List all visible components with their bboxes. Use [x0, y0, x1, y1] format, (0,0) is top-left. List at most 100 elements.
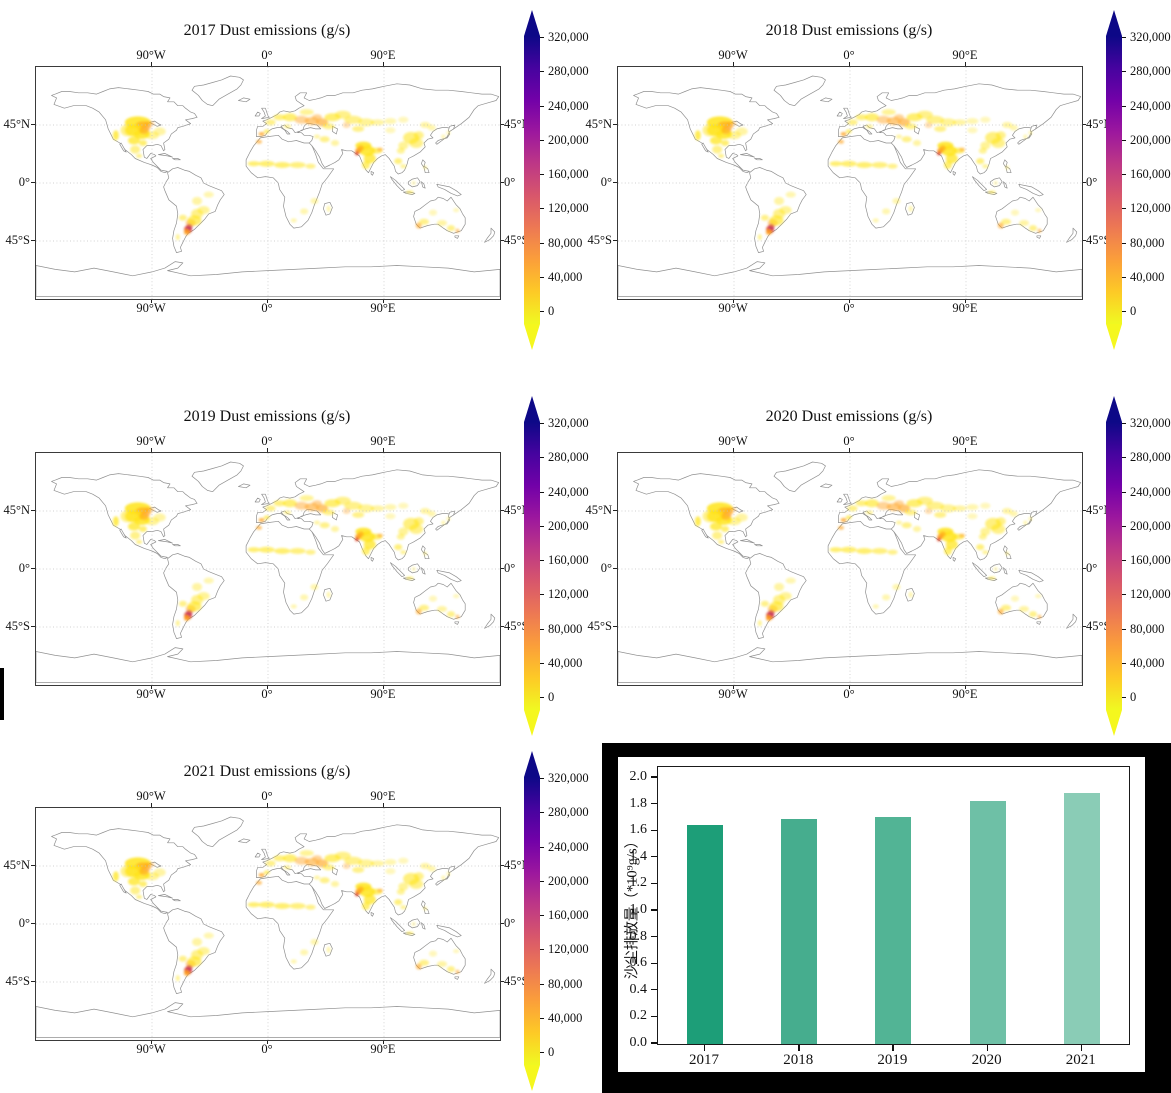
- x-tick: [986, 1045, 988, 1051]
- dust-blob: [913, 526, 921, 532]
- lat-tick-label-left: 45°N: [585, 503, 612, 517]
- lon-tick-label-bottom: 0°: [843, 687, 855, 701]
- dust-blob: [944, 161, 952, 169]
- x-tick-label: 2021: [1065, 1052, 1096, 1068]
- colorbar-tick: [1122, 311, 1126, 312]
- x-tick: [798, 1045, 800, 1051]
- dust-blob: [838, 139, 844, 144]
- coastline: [238, 483, 251, 489]
- dust-blob: [354, 151, 359, 156]
- colorbar: 0 40,000 80,000 120,000 160,000 200,000 240,00…: [1106, 10, 1171, 350]
- dust-blob: [945, 539, 958, 550]
- dust-blob: [916, 110, 933, 119]
- lon-tick-label-bottom: 90°W: [136, 1042, 166, 1056]
- x-tick-label: 2018: [783, 1052, 814, 1068]
- dust-blob: [310, 939, 319, 945]
- coastline: [454, 235, 460, 239]
- dust-blob: [128, 136, 140, 145]
- dust-blob: [881, 109, 896, 116]
- coastline: [390, 176, 405, 192]
- dust-blob: [760, 600, 769, 607]
- dust-blob: [710, 136, 722, 145]
- coastline: [172, 158, 181, 161]
- colorbar-tick: [1122, 71, 1126, 73]
- axis-tick: [849, 62, 850, 66]
- axis-tick: [1082, 510, 1086, 511]
- dust-blob: [144, 861, 155, 868]
- dust-blob: [344, 856, 363, 865]
- dust-blob: [982, 550, 989, 555]
- coastline: [1003, 159, 1012, 174]
- lon-tick-label-top: 90°W: [136, 789, 166, 803]
- dust-blob: [354, 537, 359, 542]
- dust-emission-layer: [112, 495, 460, 627]
- dust-blob: [441, 520, 446, 525]
- dust-blob: [976, 544, 985, 551]
- axis-tick: [613, 124, 617, 125]
- y-tick-label: 0.6: [629, 955, 648, 971]
- colorbar-tick-label: 240,000: [1130, 484, 1171, 499]
- dust-blob: [894, 114, 904, 121]
- bar-chart-background: 0.0 0.2 0.4 0.6 0.8 1.0 1.2 1.4 1.6 1.8 2.0 2017 201…: [618, 757, 1145, 1072]
- dust-blob: [314, 134, 320, 139]
- coastline: [995, 582, 1048, 620]
- dust-blob: [342, 863, 351, 869]
- dust-blob: [735, 513, 748, 522]
- axis-tick: [383, 685, 384, 689]
- dust-blob: [405, 190, 414, 194]
- colorbar-tick-label: 320,000: [1130, 416, 1171, 430]
- lat-tick-label-right: 45°S: [504, 974, 529, 988]
- colorbar-tick: [540, 242, 544, 244]
- dust-blob: [290, 604, 297, 609]
- map-title: 2020 Dust emissions (g/s): [765, 408, 933, 425]
- y-tick: [651, 909, 657, 911]
- dust-blob: [1023, 520, 1028, 525]
- y-tick: [651, 829, 657, 831]
- world-map: [36, 808, 500, 1040]
- dust-blob: [952, 119, 967, 126]
- colorbar-tick-label: 160,000: [548, 167, 589, 181]
- dust-blob: [904, 509, 917, 516]
- axis-tick: [151, 685, 152, 689]
- map-frame: [35, 807, 501, 1041]
- dust-blob: [966, 504, 979, 511]
- axis-tick: [613, 240, 617, 241]
- coastline: [332, 866, 338, 876]
- dust-blob: [384, 859, 397, 866]
- dust-blob: [247, 547, 260, 553]
- colorbar-gradient: [524, 777, 540, 1065]
- dust-blob: [112, 130, 119, 141]
- dust-blob: [362, 547, 370, 555]
- x-tick: [1080, 1045, 1083, 1051]
- colorbar-tick: [540, 560, 544, 561]
- dust-blob: [357, 886, 364, 893]
- coastline: [172, 899, 181, 902]
- dust-blob: [855, 114, 868, 121]
- dust-blob: [429, 950, 437, 957]
- axis-tick: [383, 1040, 384, 1044]
- dust-blob: [120, 510, 135, 523]
- dust-blob: [197, 592, 210, 601]
- world-map: [36, 67, 500, 299]
- colorbar-tick: [540, 846, 544, 848]
- lat-tick-label-left: 45°S: [587, 619, 612, 633]
- colorbar-tick-label: 80,000: [548, 976, 583, 991]
- axis-tick: [1082, 182, 1086, 183]
- axis-tick: [733, 299, 734, 303]
- coastline: [261, 493, 270, 505]
- dust-blob: [130, 886, 141, 895]
- coastline: [413, 937, 466, 975]
- coastline: [36, 647, 500, 683]
- dust-blob: [136, 894, 143, 899]
- dust-blob: [997, 222, 1004, 229]
- dust-blob: [354, 892, 359, 897]
- y-tick-label: 2.0: [629, 769, 648, 784]
- dust-blob: [358, 118, 374, 127]
- coastline: [1003, 181, 1008, 189]
- dust-blob: [840, 160, 857, 167]
- colorbar-tick-label: 0: [548, 304, 555, 318]
- axis-tick: [267, 1040, 268, 1044]
- dust-blob: [139, 526, 147, 532]
- dust-blob: [344, 501, 363, 510]
- lat-tick-label-left: 0°: [600, 175, 612, 189]
